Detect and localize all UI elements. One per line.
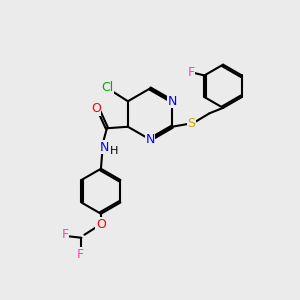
Text: S: S xyxy=(188,117,196,130)
Text: N: N xyxy=(167,95,177,108)
Text: F: F xyxy=(61,228,68,241)
Text: Cl: Cl xyxy=(101,81,113,94)
Text: H: H xyxy=(110,146,118,156)
Text: O: O xyxy=(91,102,101,115)
Text: F: F xyxy=(76,248,83,261)
Text: N: N xyxy=(100,141,110,154)
Text: O: O xyxy=(96,218,106,231)
Text: N: N xyxy=(145,133,155,146)
Text: F: F xyxy=(187,66,194,79)
